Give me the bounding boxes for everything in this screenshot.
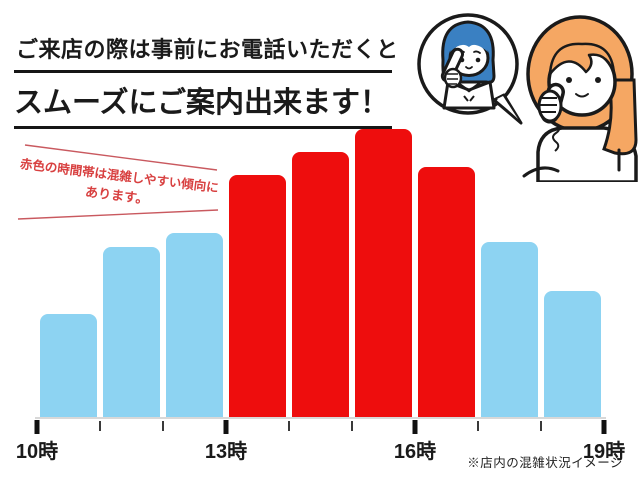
bar-13-14時 <box>229 175 286 418</box>
phone-call-illustration <box>417 13 638 182</box>
x-tick-major <box>601 420 607 434</box>
x-tick-major <box>34 420 40 434</box>
x-tick-label: 10時 <box>15 441 59 463</box>
bar-12-13時 <box>166 233 223 418</box>
x-tick-major <box>412 420 418 434</box>
bar-14-15時 <box>292 152 349 418</box>
chart-axis: 10時 13時 16時 19時 <box>16 417 625 478</box>
x-tick-label: 19時 <box>582 441 626 463</box>
chart-plot <box>37 129 604 418</box>
x-tick-major <box>223 420 229 434</box>
bar-18-19時 <box>544 291 601 418</box>
x-tick-minor <box>540 421 542 431</box>
x-tick-label: 16時 <box>393 441 437 463</box>
headline-line1: ご来店の際は事前にお電話いただくと <box>14 28 398 73</box>
x-tick-minor <box>162 421 164 431</box>
bar-10-11時 <box>40 314 97 418</box>
staff-person-icon <box>440 20 496 110</box>
x-tick-minor <box>477 421 479 431</box>
bar-17-18時 <box>481 242 538 418</box>
x-tick-minor <box>288 421 290 431</box>
x-tick-minor <box>99 421 101 431</box>
headline: ご来店の際は事前にお電話いただくと スムーズにご案内出来ます！ <box>14 28 398 129</box>
headline-line2: スムーズにご案内出来ます！ <box>14 77 392 129</box>
x-tick-minor <box>351 421 353 431</box>
bar-15-16時 <box>355 129 412 418</box>
bar-16-17時 <box>418 167 475 418</box>
customer-person-icon <box>522 15 638 182</box>
x-tick-label: 13時 <box>204 441 248 463</box>
chart-caption: ※店内の混雑状況イメージ <box>467 456 623 470</box>
bar-11-12時 <box>103 247 160 418</box>
x-axis-line <box>35 417 606 419</box>
